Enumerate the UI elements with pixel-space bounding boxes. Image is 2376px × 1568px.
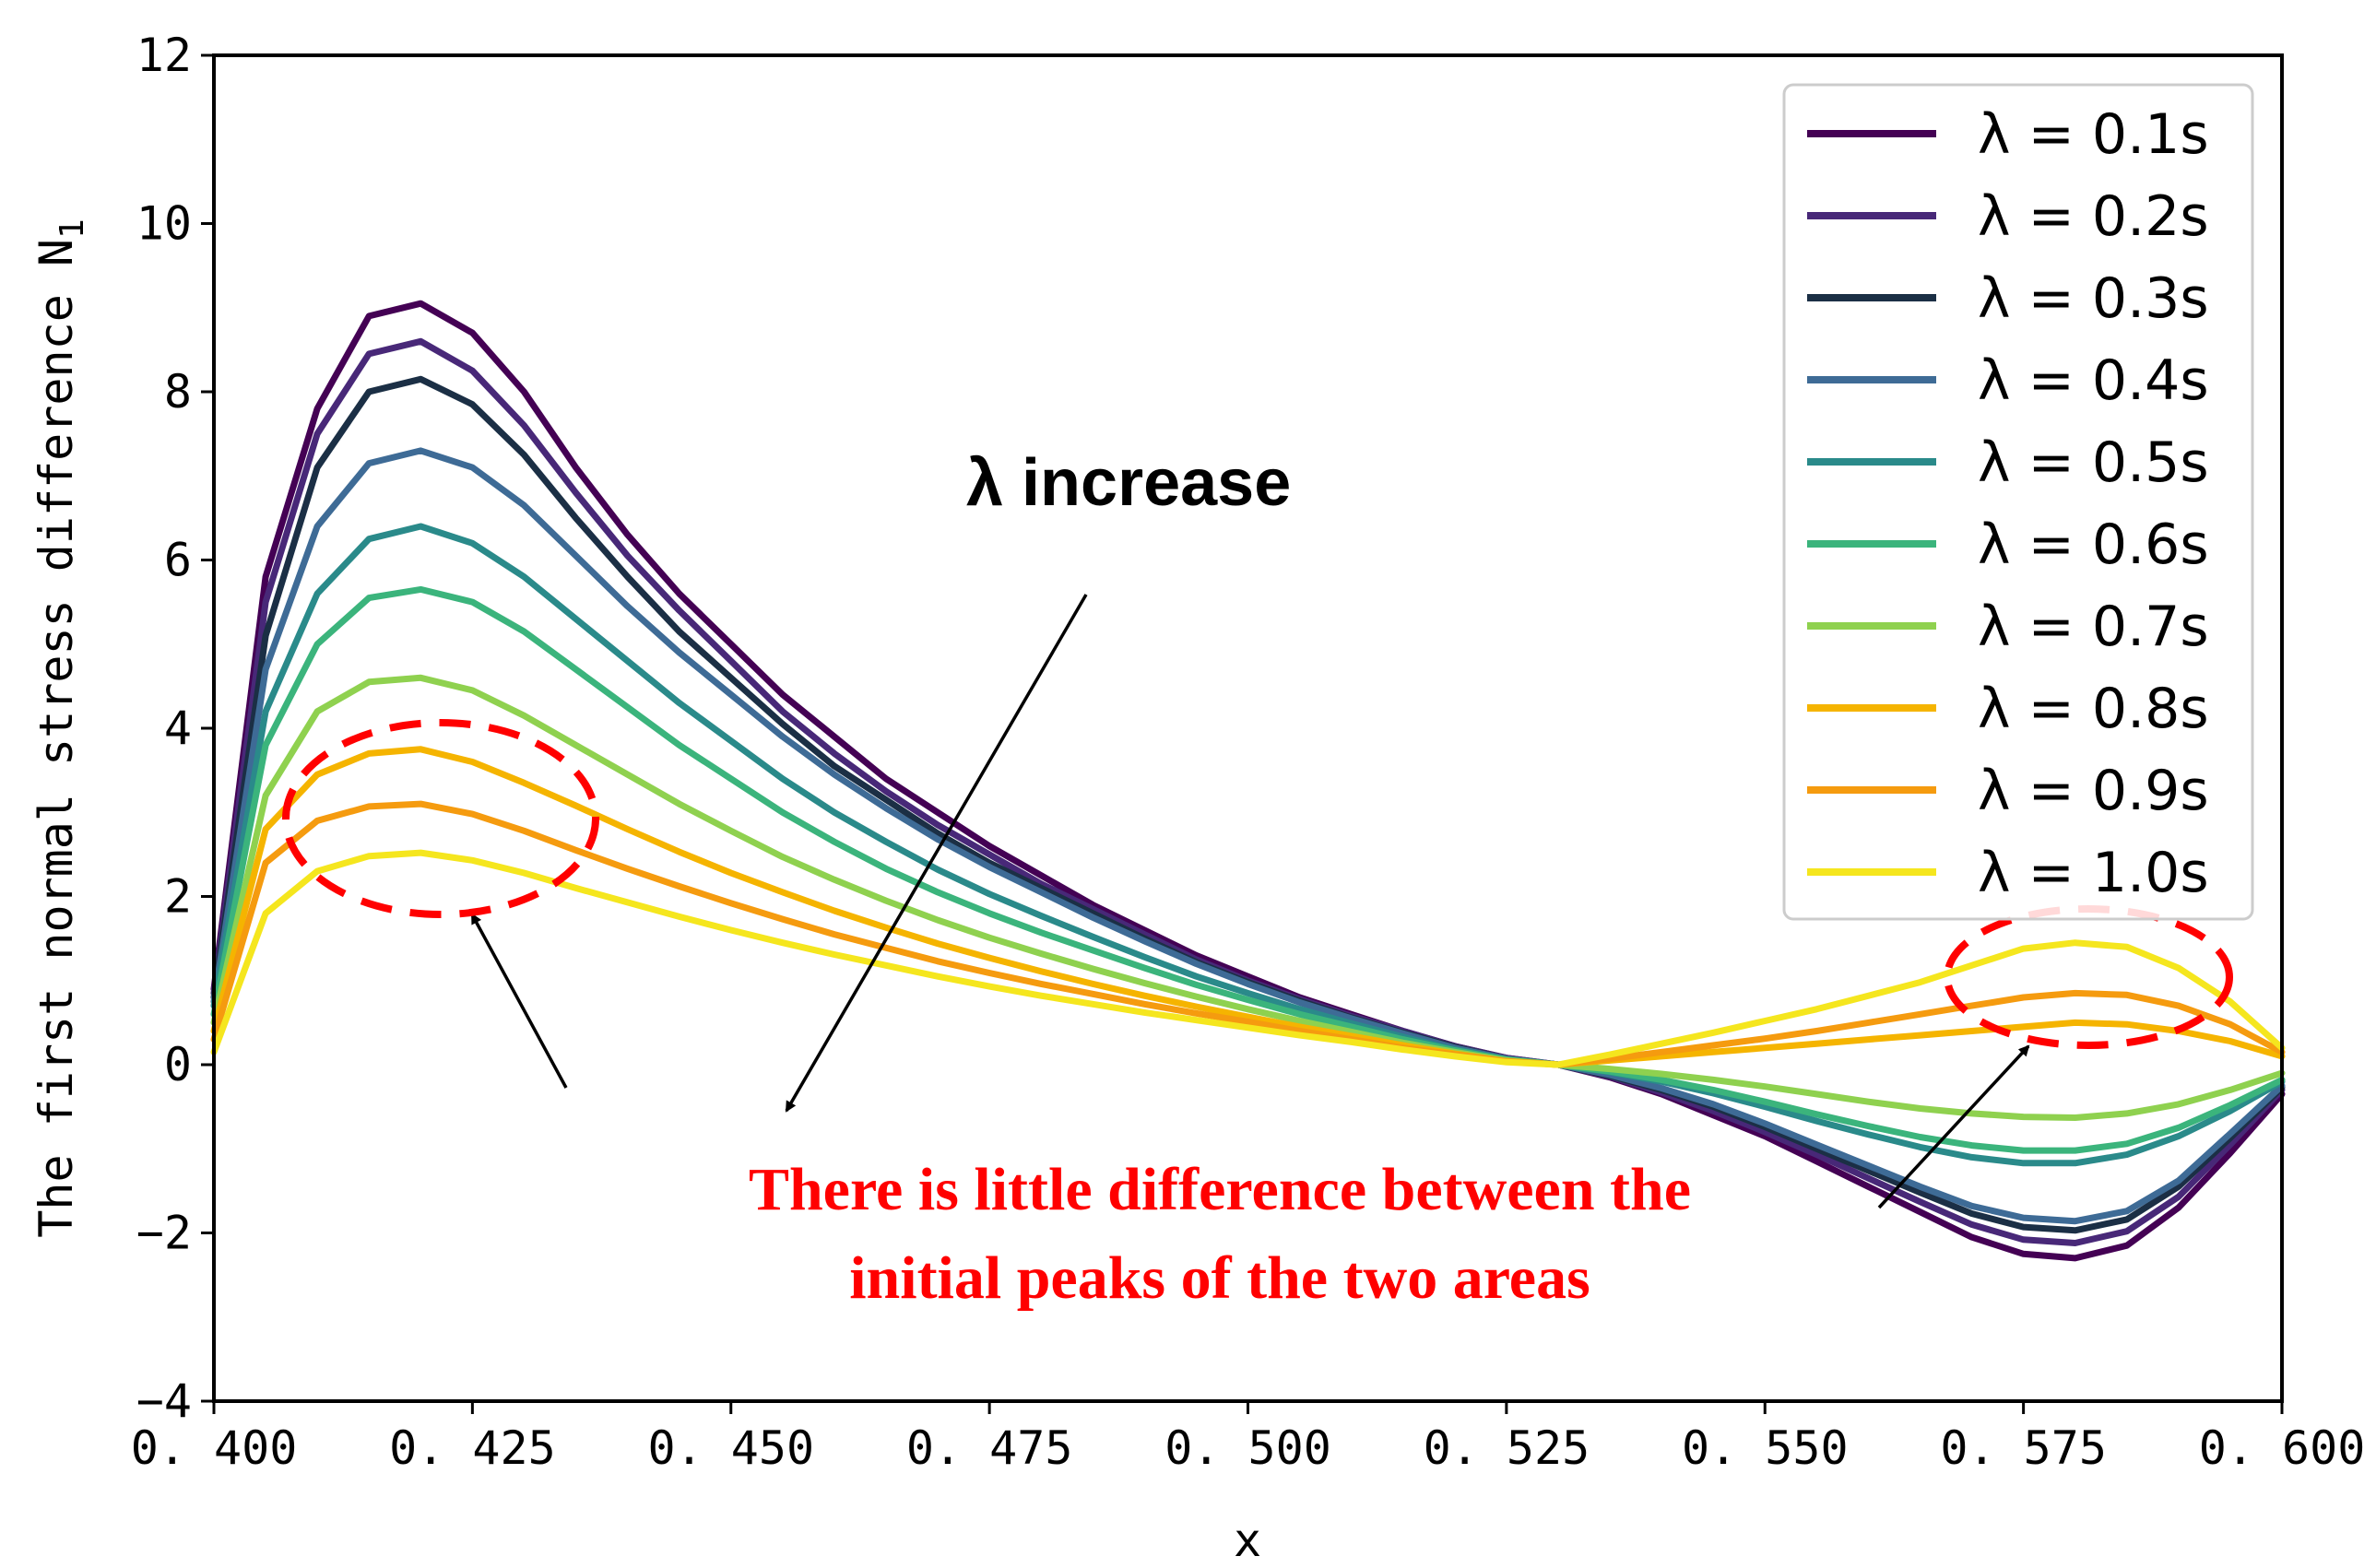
legend-label: λ = 1.0s bbox=[1978, 841, 2209, 905]
x-tick-label: 0. 550 bbox=[1682, 1421, 1849, 1475]
x-tick-label: 0. 425 bbox=[389, 1421, 556, 1475]
red-note-line-1: There is little difference between the bbox=[749, 1156, 1691, 1223]
series-line-7 bbox=[210, 674, 2286, 1121]
x-axis-label: x bbox=[1234, 1514, 1261, 1567]
y-tick-label: 6 bbox=[164, 534, 192, 587]
series-line-4 bbox=[210, 447, 2286, 1225]
legend-label: λ = 0.6s bbox=[1978, 513, 2209, 577]
x-axis: 0. 400 0. 425 0. 450 0. 475 0. 500 0. 525 0. 5… bbox=[131, 1401, 2366, 1475]
x-tick-label: 0. 575 bbox=[1940, 1421, 2107, 1475]
x-tick-label: 0. 400 bbox=[131, 1421, 298, 1475]
y-tick-label: 2 bbox=[164, 870, 192, 924]
y-tick-label: 0 bbox=[164, 1038, 192, 1091]
y-tick-label: 4 bbox=[164, 701, 192, 755]
series-line-8 bbox=[210, 746, 2286, 1068]
y-tick-label: −2 bbox=[136, 1207, 192, 1260]
x-tick-label: 0. 500 bbox=[1164, 1421, 1331, 1475]
legend-label: λ = 0.2s bbox=[1978, 184, 2209, 249]
left-peak-arrow bbox=[470, 913, 568, 1089]
red-note-line-2: initial peaks of the two areas bbox=[849, 1244, 1590, 1312]
left-peak-ellipse bbox=[282, 719, 599, 918]
right-peak-arrow bbox=[1877, 1044, 2030, 1209]
x-tick-label: 0. 525 bbox=[1424, 1421, 1590, 1475]
legend-label: λ = 0.8s bbox=[1978, 677, 2209, 741]
x-tick-label: 0. 450 bbox=[647, 1421, 814, 1475]
y-axis: −4 −2 0 2 4 6 8 10 12 bbox=[136, 29, 214, 1428]
lambda-increase-annotation: λ increase bbox=[966, 446, 1291, 520]
legend: λ = 0.1s λ = 0.2s λ = 0.3s λ = 0.4s λ = 0.5s… bbox=[1782, 83, 2254, 921]
lambda-increase-arrow bbox=[785, 594, 1088, 1113]
series-line-6 bbox=[210, 585, 2286, 1154]
y-tick-label: 12 bbox=[136, 29, 192, 82]
y-axis-label: The first normal stress difference N1 bbox=[30, 218, 91, 1237]
series-line-9 bbox=[210, 800, 2286, 1068]
x-tick-label: 0. 600 bbox=[2199, 1421, 2366, 1475]
legend-label: λ = 0.4s bbox=[1978, 348, 2209, 413]
series-line-1 bbox=[210, 300, 2286, 1262]
legend-label: λ = 0.7s bbox=[1978, 595, 2209, 659]
y-tick-label: 10 bbox=[136, 197, 192, 251]
y-tick-label: 8 bbox=[164, 365, 192, 419]
series-line-5 bbox=[210, 523, 2286, 1167]
legend-label: λ = 0.1s bbox=[1978, 102, 2209, 167]
legend-label: λ = 0.9s bbox=[1978, 759, 2209, 823]
legend-label: λ = 0.3s bbox=[1978, 266, 2209, 331]
y-axis-label-subscript: 1 bbox=[53, 218, 91, 239]
x-tick-label: 0. 475 bbox=[906, 1421, 1073, 1475]
legend-label: λ = 0.5s bbox=[1978, 430, 2209, 495]
series-group bbox=[210, 300, 2286, 1262]
y-tick-label: −4 bbox=[136, 1374, 192, 1428]
